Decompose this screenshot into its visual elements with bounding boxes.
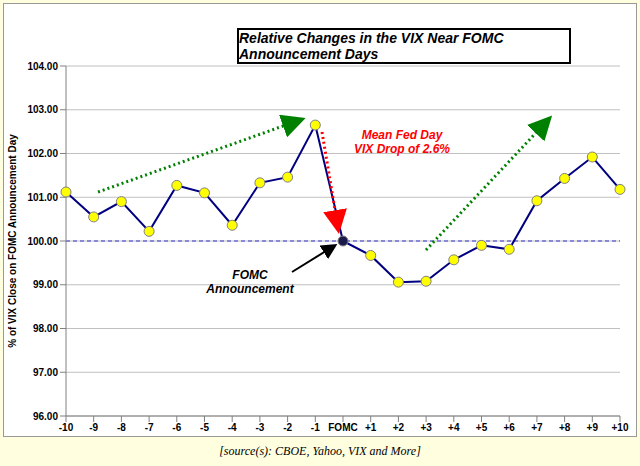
html-text:Relative Changes in the VIX Ne: Relative Changes in the VIX Near FOMC An… [239,30,504,62]
svg-text:97.00: 97.00 [33,367,58,378]
svg-text:-4: -4 [228,422,237,433]
html-text:Mean Fed Day VIX Drop of 2.6%: Mean Fed Day VIX Drop of 2.6% [354,128,450,156]
svg-text:+7: +7 [531,422,543,433]
html-text:[source(s): CBOE, Yahoo, VIX a: [source(s): CBOE, Yahoo, VIX and More] [219,444,421,458]
svg-text:+9: +9 [587,422,599,433]
svg-text:-7: -7 [145,422,154,433]
svg-text:-5: -5 [200,422,209,433]
svg-text:+5: +5 [476,422,488,433]
svg-text:100.00: 100.00 [27,236,58,247]
html-text:FOMC Announcement: FOMC Announcement [206,268,294,296]
svg-text:-10: -10 [59,422,74,433]
svg-text:-2: -2 [283,422,292,433]
svg-text:+2: +2 [393,422,405,433]
svg-text:-9: -9 [89,422,98,433]
svg-text:+3: +3 [420,422,432,433]
svg-text:-1: -1 [311,422,320,433]
svg-text:98.00: 98.00 [33,323,58,334]
svg-text:+1: +1 [365,422,377,433]
svg-text:102.00: 102.00 [27,148,58,159]
svg-text:+6: +6 [503,422,515,433]
svg-text:99.00: 99.00 [33,279,58,290]
svg-text:+10: +10 [612,422,629,433]
svg-text:% of VIX Close on FOMC Announc: % of VIX Close on FOMC Announcement Day [8,134,18,348]
svg-text:-6: -6 [172,422,181,433]
svg-text:104.00: 104.00 [27,61,58,72]
svg-text:-8: -8 [117,422,126,433]
svg-text:+8: +8 [559,422,571,433]
svg-text:96.00: 96.00 [33,411,58,422]
svg-text:103.00: 103.00 [27,104,58,115]
svg-text:+4: +4 [448,422,460,433]
svg-text:101.00: 101.00 [27,192,58,203]
svg-text:FOMC: FOMC [328,422,357,433]
svg-text:-3: -3 [255,422,264,433]
